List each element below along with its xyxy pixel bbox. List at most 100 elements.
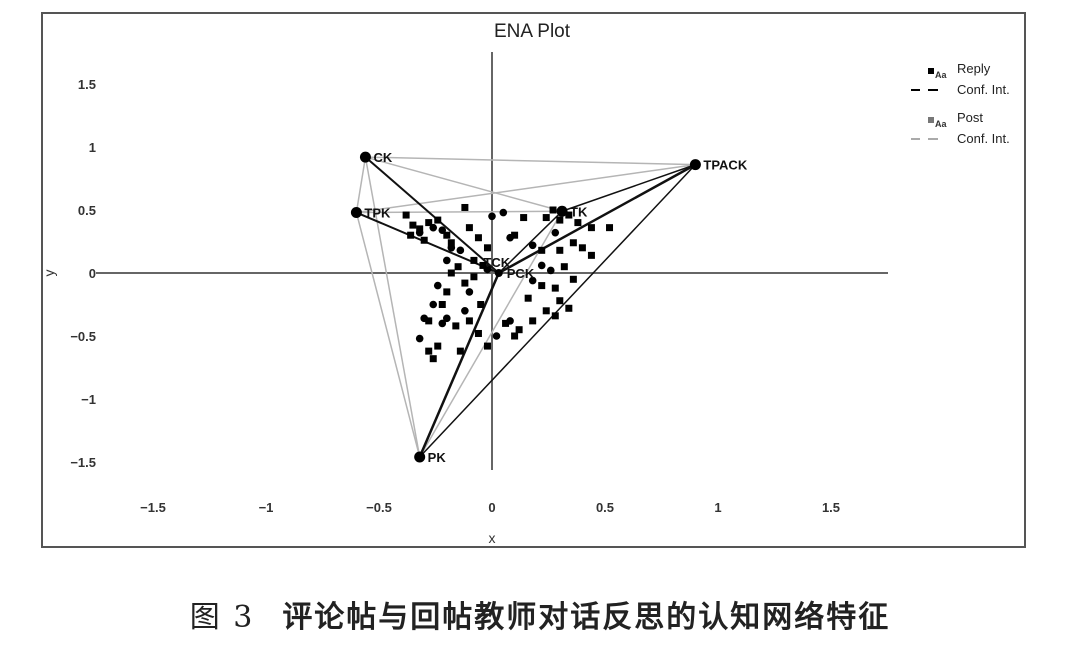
reply-point bbox=[565, 211, 573, 219]
node-ck bbox=[359, 151, 371, 163]
reply-edge bbox=[364, 156, 500, 274]
reply-point bbox=[465, 224, 473, 232]
reply-point bbox=[477, 301, 485, 308]
reply-point bbox=[483, 342, 491, 350]
node-tpk bbox=[350, 207, 362, 219]
post-point bbox=[429, 300, 438, 309]
y-tick-label: −0.5 bbox=[70, 329, 96, 344]
post-point bbox=[443, 256, 451, 265]
reply-point bbox=[454, 263, 462, 271]
post-edge bbox=[355, 212, 421, 458]
post-point bbox=[415, 228, 424, 237]
node-pk bbox=[414, 451, 426, 463]
legend-marker-icon bbox=[928, 68, 934, 74]
x-tick-label: 1.5 bbox=[822, 500, 840, 515]
plot-frame bbox=[41, 12, 1026, 548]
post-point bbox=[443, 314, 451, 323]
legend-glyph: Aa bbox=[935, 70, 947, 80]
reply-point bbox=[474, 234, 482, 242]
node-label-pk: PK bbox=[428, 450, 447, 465]
post-edge bbox=[365, 156, 696, 166]
legend-label: Conf. Int. bbox=[957, 131, 1010, 146]
reply-point bbox=[443, 288, 451, 296]
post-network-edges bbox=[355, 156, 696, 458]
node-tpack bbox=[689, 159, 701, 171]
post-point bbox=[456, 246, 465, 255]
node-label-tk: TK bbox=[570, 204, 588, 219]
reply-point bbox=[461, 203, 469, 211]
reply-point bbox=[447, 269, 455, 277]
reply-point bbox=[425, 317, 433, 325]
post-edge bbox=[365, 156, 563, 212]
node-pck bbox=[494, 269, 503, 277]
reply-point bbox=[542, 307, 550, 315]
y-tick-label: 0 bbox=[89, 266, 96, 281]
reply-point bbox=[565, 304, 573, 312]
reply-point bbox=[606, 224, 614, 232]
reply-point bbox=[578, 244, 586, 252]
node-tk bbox=[556, 205, 568, 217]
figure-caption: 图 3 评论帖与回帖教师对话反思的认知网络特征 bbox=[0, 592, 1080, 636]
reply-point bbox=[452, 322, 460, 330]
reply-point bbox=[515, 326, 523, 334]
reply-point bbox=[456, 347, 464, 355]
reply-point bbox=[560, 263, 568, 271]
reply-point bbox=[529, 317, 537, 325]
x-tick-label: −1.5 bbox=[140, 500, 166, 515]
reply-point bbox=[443, 231, 451, 239]
post-point bbox=[488, 212, 496, 221]
node-label-tck: TCK bbox=[483, 255, 510, 270]
reply-point bbox=[483, 244, 491, 252]
post-point bbox=[420, 314, 429, 323]
post-point bbox=[415, 334, 424, 343]
reply-point bbox=[542, 214, 550, 222]
y-axis-label: y bbox=[41, 270, 57, 277]
x-tick-label: 1 bbox=[714, 500, 721, 515]
reply-point bbox=[538, 282, 546, 290]
legend-label: Reply bbox=[957, 61, 991, 76]
scatter-points bbox=[402, 203, 614, 363]
reply-point bbox=[470, 273, 478, 281]
reply-point bbox=[574, 219, 582, 227]
reply-point bbox=[425, 347, 433, 355]
reply-point bbox=[438, 301, 446, 308]
reply-point bbox=[569, 239, 577, 247]
post-point bbox=[461, 307, 469, 315]
post-point bbox=[433, 281, 442, 290]
reply-point bbox=[402, 211, 410, 219]
node-label-ck: CK bbox=[373, 150, 392, 165]
reply-edge bbox=[418, 272, 500, 458]
reply-point bbox=[425, 219, 433, 227]
legend-marker-icon bbox=[928, 117, 934, 123]
y-tick-label: 1.5 bbox=[78, 77, 96, 92]
ena-plot: ENA Plot −1.5 −1 −0.5 0 0.5 1 1.51.510.50−0.5−… bbox=[41, 21, 1010, 546]
x-tick-label: −0.5 bbox=[366, 500, 392, 515]
reply-point bbox=[551, 284, 559, 292]
reply-point bbox=[447, 239, 455, 247]
post-edge bbox=[356, 210, 563, 214]
reply-point bbox=[470, 256, 478, 264]
x-tick-label: 0 bbox=[488, 500, 495, 515]
reply-edge bbox=[498, 210, 563, 274]
reply-point bbox=[420, 236, 428, 244]
reply-point bbox=[549, 206, 557, 214]
post-point bbox=[438, 226, 447, 234]
y-tick-label: −1 bbox=[81, 392, 96, 407]
reply-point bbox=[474, 329, 482, 337]
reply-point bbox=[556, 297, 564, 305]
post-point bbox=[438, 319, 447, 328]
reply-point bbox=[461, 279, 469, 287]
reply-point bbox=[587, 224, 595, 232]
post-point bbox=[528, 241, 537, 250]
y-tick-label: 0.5 bbox=[78, 203, 96, 218]
reply-point bbox=[556, 216, 564, 224]
reply-point bbox=[587, 251, 595, 259]
post-point bbox=[506, 233, 514, 242]
post-point bbox=[546, 266, 555, 275]
x-tick-label: −1 bbox=[259, 500, 274, 515]
reply-point bbox=[569, 275, 577, 283]
legend-label: Conf. Int. bbox=[957, 82, 1010, 97]
legend-label: Post bbox=[957, 110, 983, 125]
